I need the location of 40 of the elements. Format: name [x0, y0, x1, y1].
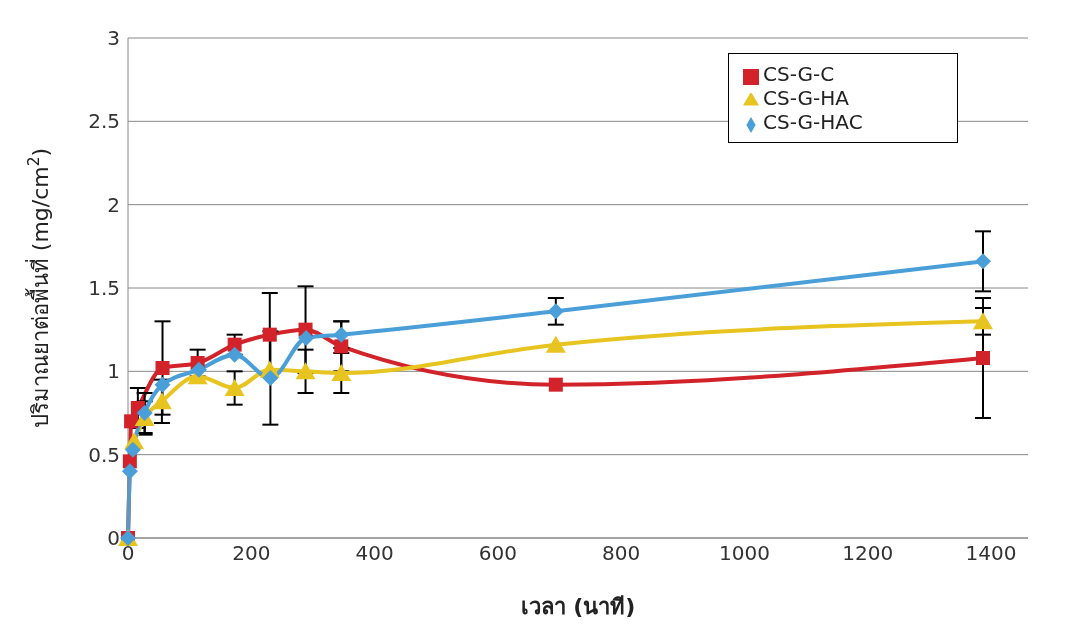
- point: [295, 362, 316, 380]
- point: [224, 379, 245, 396]
- point: [155, 361, 170, 375]
- y-tick-label: 2.5: [88, 109, 120, 134]
- point: [334, 339, 349, 354]
- y-tick-label: 0.5: [88, 442, 120, 467]
- point: [973, 312, 993, 330]
- point: [262, 327, 277, 342]
- y-tick-label: 2: [107, 192, 120, 217]
- x-tick-label: 800: [602, 541, 641, 566]
- y-tick-label: 1.5: [88, 276, 120, 301]
- y-tick-label: 1: [107, 359, 120, 384]
- point: [124, 441, 141, 458]
- x-tick-label: 1200: [842, 541, 894, 566]
- point: [547, 303, 564, 320]
- x-tick-label: 400: [355, 541, 394, 566]
- legend-label: CS-G-C: [763, 62, 835, 86]
- point: [331, 364, 352, 381]
- x-tick-label: 1400: [965, 541, 1017, 566]
- point: [151, 392, 172, 410]
- x-tick-label: 600: [478, 541, 517, 566]
- point: [548, 377, 563, 392]
- point: [226, 346, 243, 363]
- point: [121, 463, 138, 480]
- point: [136, 405, 153, 421]
- x-axis-title: เวลา (นาที): [520, 594, 636, 619]
- point: [975, 253, 991, 270]
- point: [298, 330, 315, 346]
- point: [545, 335, 566, 353]
- point: [154, 376, 171, 393]
- point: [333, 326, 350, 343]
- point: [190, 361, 207, 378]
- y-tick-label: 3: [107, 26, 120, 51]
- x-tick-label: 1000: [718, 541, 770, 566]
- point: [262, 370, 279, 386]
- x-tick-label: 200: [232, 541, 271, 566]
- point: [124, 414, 139, 429]
- point: [976, 351, 990, 365]
- legend-label: CS-G-HAC: [763, 110, 863, 134]
- legend-label: CS-G-HA: [763, 86, 850, 110]
